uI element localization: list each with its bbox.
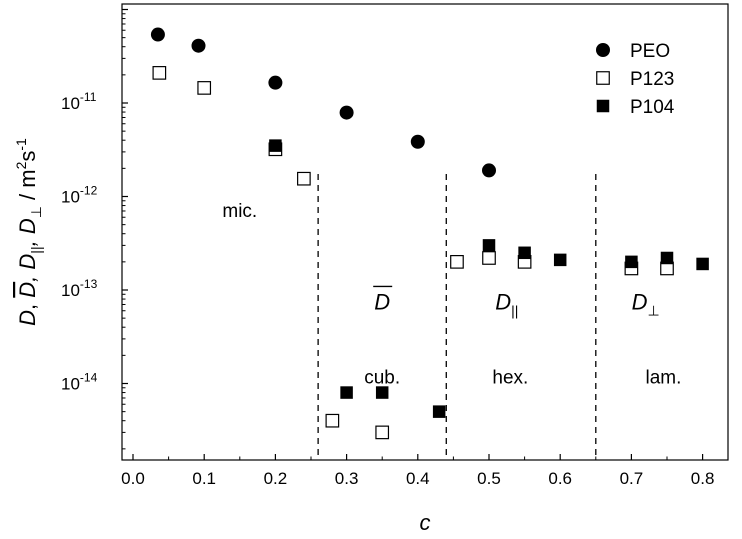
data-point-p104 xyxy=(518,246,531,260)
data-point-peo xyxy=(268,75,283,90)
x-tick-label: 0.3 xyxy=(335,469,359,488)
y-tick-label: 10-13 xyxy=(61,277,98,300)
coefficient-label: D xyxy=(374,289,390,314)
x-tick-label: 0.6 xyxy=(548,469,572,488)
y-axis-label: D, D, D||, D⊥ / m2s-1 xyxy=(13,138,44,326)
data-point-p123 xyxy=(375,425,390,440)
data-point-peo xyxy=(191,38,206,53)
data-point-p123 xyxy=(297,171,311,186)
data-point-peo xyxy=(150,27,165,42)
data-point-p123 xyxy=(197,81,212,95)
data-point-p104 xyxy=(696,257,709,271)
y-tick-label: 10-12 xyxy=(61,184,98,207)
data-point-p123 xyxy=(482,251,496,265)
region-labels: mic. cub. hex. lam. xyxy=(222,201,681,388)
x-tick-label: 0.7 xyxy=(620,469,644,488)
data-point-peo xyxy=(482,163,496,178)
x-tick-label: 0.8 xyxy=(691,469,715,488)
legend-marker-p104 xyxy=(596,99,610,113)
y-tick-label: 10-14 xyxy=(61,371,98,394)
region-label: mic. xyxy=(222,201,257,222)
y-axis: 10-11 10-12 10-13 10-14 xyxy=(61,8,128,450)
region-label: lam. xyxy=(645,368,681,389)
legend-marker-peo xyxy=(596,43,610,57)
region-label: hex. xyxy=(492,368,528,389)
data-point-p104 xyxy=(432,405,446,418)
legend-label: PEO xyxy=(630,41,670,62)
x-tick-label: 0.1 xyxy=(192,469,216,488)
data-point-p123 xyxy=(325,413,340,428)
x-tick-label: 0.4 xyxy=(406,469,430,488)
plot-frame xyxy=(121,3,729,461)
coefficient-label: D|| xyxy=(495,289,518,318)
x-axis: 0.0 0.1 0.2 0.3 0.4 0.5 0.6 0.7 0.8 xyxy=(121,454,714,488)
data-point-peo xyxy=(339,105,354,120)
data-point-p104 xyxy=(340,386,353,399)
x-tick-label: 0.5 xyxy=(477,469,501,488)
legend-marker-p123 xyxy=(596,71,610,85)
data-point-p104 xyxy=(660,251,674,265)
data-markers xyxy=(150,27,709,440)
y-tick-label: 10-11 xyxy=(61,90,97,113)
region-label: cub. xyxy=(364,368,400,389)
x-tick-label: 0.0 xyxy=(121,469,145,488)
data-point-peo xyxy=(410,134,425,149)
data-point-p104 xyxy=(625,255,638,269)
phase-boundaries xyxy=(317,174,597,460)
legend: PEO P123 P104 xyxy=(596,41,675,118)
legend-label: P104 xyxy=(630,97,675,118)
x-axis-label: c xyxy=(420,510,431,535)
data-point-p123 xyxy=(450,255,464,269)
data-point-p104 xyxy=(482,239,496,252)
x-tick-label: 0.2 xyxy=(264,469,288,488)
data-point-p104 xyxy=(553,253,567,267)
coefficient-labels: D D|| D⊥ xyxy=(373,285,660,318)
coefficient-label: D⊥ xyxy=(632,289,660,318)
legend-label: P123 xyxy=(630,69,674,90)
data-point-p104 xyxy=(269,139,282,152)
data-point-p104 xyxy=(375,386,389,399)
data-point-p123 xyxy=(152,66,167,80)
plot-border xyxy=(121,3,729,461)
